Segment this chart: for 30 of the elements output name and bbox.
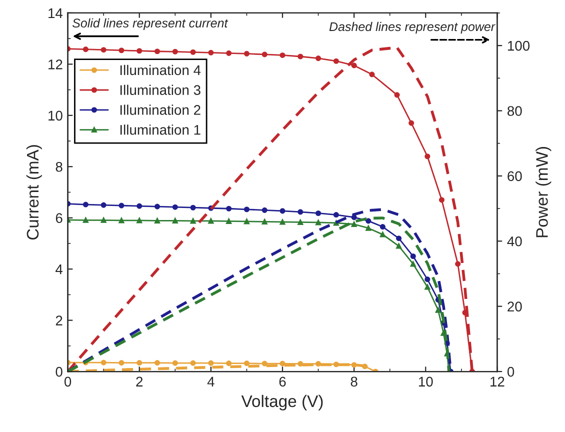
y-tick-label: 12 xyxy=(48,60,62,70)
legend-label: Illumination 2 xyxy=(120,104,200,115)
legend-label: Illumination 1 xyxy=(120,124,200,135)
annotation: Dashed lines represent power xyxy=(329,22,496,34)
x-tick-label: 4 xyxy=(207,376,214,386)
x-tick-label: 0 xyxy=(64,376,72,387)
y2-tick-label: 80 xyxy=(508,106,522,116)
y-tick-label: 0 xyxy=(56,366,62,377)
y-tick-label: 2 xyxy=(56,316,62,326)
y-axis-title: Current (mA) xyxy=(26,145,42,240)
y2-tick-label: 40 xyxy=(507,236,522,246)
y2-tick-label: 100 xyxy=(508,40,530,51)
x-axis-title: Voltage (V) xyxy=(241,394,323,410)
y-tick-label: 4 xyxy=(56,264,63,274)
x-tick-label: 12 xyxy=(490,376,504,386)
legend-label: Illumination 4 xyxy=(120,64,201,76)
x-tick-label: 10 xyxy=(418,376,433,387)
y-tick-label: 14 xyxy=(48,8,63,18)
y-tick-label: 10 xyxy=(48,110,62,121)
x-tick-label: 8 xyxy=(350,376,358,387)
x-tick-label: 6 xyxy=(279,376,286,387)
y2-axis-title: Power (mW) xyxy=(536,146,552,238)
y2-tick-label: 60 xyxy=(508,171,522,182)
y2-tick-label: 0 xyxy=(507,366,514,377)
annotation: Solid lines represent current xyxy=(72,18,228,30)
y-tick-label: 8 xyxy=(56,162,62,172)
y-tick-label: 6 xyxy=(56,213,62,224)
legend-label: Illumination 3 xyxy=(120,84,200,95)
y2-tick-label: 20 xyxy=(508,302,522,312)
x-tick-label: 2 xyxy=(136,376,143,386)
